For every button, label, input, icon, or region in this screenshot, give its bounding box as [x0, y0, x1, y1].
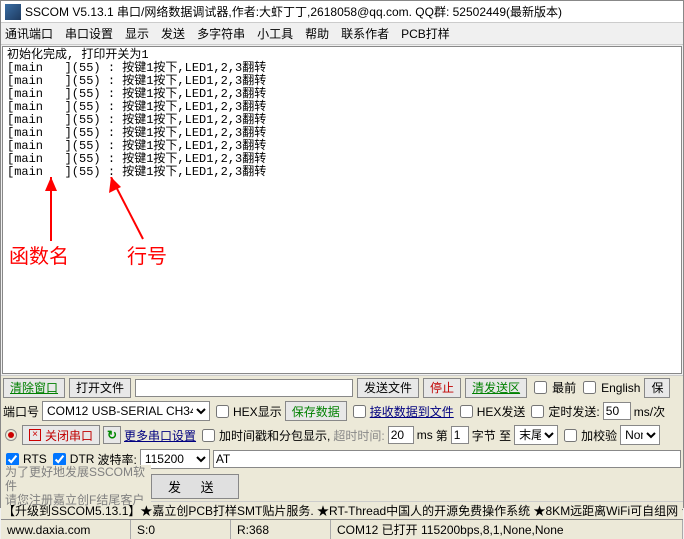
timeout-input[interactable] — [388, 426, 414, 444]
toolbar-row-3: ×关闭串口 ↻ 更多串口设置 加时间戳和分包显示, 超时时间: ms 第 字节 … — [1, 423, 683, 447]
rx-to-file-checkbox[interactable] — [353, 405, 366, 418]
menu-bar: 通讯端口 串口设置 显示 发送 多字符串 小工具 帮助 联系作者 PCB打样 — [1, 23, 683, 45]
hex-show-label: HEX显示 — [233, 403, 282, 420]
refresh-icon[interactable]: ↻ — [103, 426, 121, 444]
menu-contact[interactable]: 联系作者 — [341, 25, 389, 42]
send-input[interactable] — [213, 450, 681, 468]
english-checkbox[interactable] — [583, 381, 596, 394]
annotation-lineno: 行号 — [127, 251, 167, 264]
title-bar: SSCOM V5.13.1 串口/网络数据调试器,作者:大虾丁丁,2618058… — [1, 1, 683, 23]
menu-pcb[interactable]: PCB打样 — [401, 25, 450, 42]
dtr-label: DTR — [70, 452, 95, 466]
rts-label: RTS — [23, 452, 47, 466]
save-data-button[interactable]: 保存数据 — [285, 401, 347, 421]
timed-send-label: 定时发送: — [548, 403, 599, 420]
window-title: SSCOM V5.13.1 串口/网络数据调试器,作者:大虾丁丁,2618058… — [25, 3, 562, 20]
timestamp-checkbox[interactable] — [202, 429, 215, 442]
status-sent: S:0 — [131, 520, 231, 539]
send-button[interactable]: 发 送 — [151, 474, 239, 499]
period-unit: ms/次 — [634, 403, 665, 420]
timeout-unit: ms — [417, 428, 433, 442]
clear-send-button[interactable]: 清发送区 — [465, 378, 527, 398]
byte-to-label: 字节 至 — [472, 427, 511, 444]
status-conn: COM12 已打开 115200bps,8,1,None,None — [331, 520, 683, 539]
hex-show-checkbox[interactable] — [216, 405, 229, 418]
record-icon — [5, 429, 17, 441]
port-select[interactable]: COM12 USB-SERIAL CH340 — [42, 401, 210, 421]
checksum-label: 加校验 — [581, 427, 617, 444]
output-area[interactable]: 初始化完成, 打印开关为1 [main ](55) : 按键1按下,LED1,2… — [2, 46, 682, 374]
rx-to-file-label: 接收数据到文件 — [370, 403, 454, 420]
menu-send[interactable]: 发送 — [161, 25, 185, 42]
menu-tools[interactable]: 小工具 — [257, 25, 293, 42]
byte-from-label: 第 — [436, 427, 448, 444]
checksum-checkbox[interactable] — [564, 429, 577, 442]
dtr-checkbox[interactable] — [53, 453, 66, 466]
timestamp-label: 加时间戳和分包显示, — [219, 427, 330, 444]
file-path-input[interactable] — [135, 379, 353, 397]
menu-display[interactable]: 显示 — [125, 25, 149, 42]
menu-comm[interactable]: 通讯端口 — [5, 25, 53, 42]
arrow-annotation-1 — [31, 177, 71, 249]
close-port-button[interactable]: ×关闭串口 — [22, 425, 100, 445]
open-file-button[interactable]: 打开文件 — [69, 378, 131, 398]
save-button[interactable]: 保 — [644, 378, 670, 398]
status-url: www.daxia.com — [1, 520, 131, 539]
annotation-funcname: 函数名 — [9, 251, 69, 264]
period-input[interactable] — [603, 402, 631, 420]
status-recv: R:368 — [231, 520, 331, 539]
more-settings-link[interactable]: 更多串口设置 — [124, 427, 196, 444]
toolbar-row-2: 端口号 COM12 USB-SERIAL CH340 HEX显示 保存数据 接收… — [1, 399, 683, 423]
byte-from-input[interactable] — [451, 426, 469, 444]
arrow-annotation-2 — [81, 177, 161, 249]
hex-send-checkbox[interactable] — [460, 405, 473, 418]
send-file-button[interactable]: 发送文件 — [357, 378, 419, 398]
hex-send-label: HEX发送 — [477, 403, 526, 420]
topmost-checkbox[interactable] — [534, 381, 547, 394]
timed-send-checkbox[interactable] — [531, 405, 544, 418]
status-bar: www.daxia.com S:0 R:368 COM12 已打开 115200… — [1, 519, 683, 539]
topmost-label: 最前 — [552, 379, 576, 396]
clear-window-button[interactable]: 清除窗口 — [3, 378, 65, 398]
english-label: English — [601, 381, 640, 395]
promo-bar: 【升级到SSCOM5.13.1】★嘉立创PCB打样SMT贴片服务. ★RT-Th… — [1, 501, 683, 519]
byte-end-select[interactable]: 末尾 — [514, 425, 558, 445]
port-label: 端口号 — [3, 403, 39, 420]
hint-line-1: 为了更好地发展SSCOM软件 — [1, 465, 151, 493]
menu-multistr[interactable]: 多字符串 — [197, 25, 245, 42]
toolbar-row-1: 清除窗口 打开文件 发送文件 停止 清发送区 最前 English 保 — [1, 375, 683, 399]
checksum-type-select[interactable]: None — [620, 425, 660, 445]
menu-serial[interactable]: 串口设置 — [65, 25, 113, 42]
stop-button[interactable]: 停止 — [423, 378, 461, 398]
menu-help[interactable]: 帮助 — [305, 25, 329, 42]
app-icon — [5, 4, 21, 20]
timeout-label: 超时时间: — [333, 427, 384, 444]
rts-checkbox[interactable] — [6, 453, 19, 466]
